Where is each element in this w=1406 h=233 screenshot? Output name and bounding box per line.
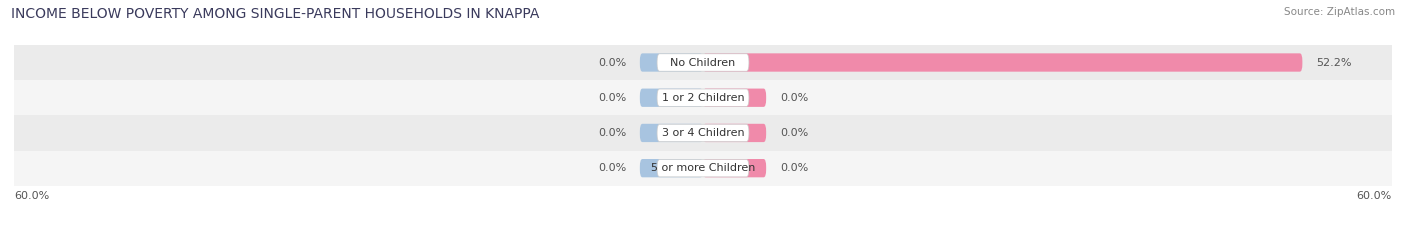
Bar	[14, 80, 1392, 115]
Text: 5 or more Children: 5 or more Children	[651, 163, 755, 173]
Text: 0.0%: 0.0%	[598, 128, 626, 138]
FancyBboxPatch shape	[640, 159, 703, 177]
FancyBboxPatch shape	[703, 89, 766, 107]
FancyBboxPatch shape	[657, 159, 749, 177]
FancyBboxPatch shape	[657, 54, 749, 71]
FancyBboxPatch shape	[703, 124, 766, 142]
Text: INCOME BELOW POVERTY AMONG SINGLE-PARENT HOUSEHOLDS IN KNAPPA: INCOME BELOW POVERTY AMONG SINGLE-PARENT…	[11, 7, 540, 21]
FancyBboxPatch shape	[640, 53, 703, 72]
FancyBboxPatch shape	[657, 89, 749, 106]
Text: 0.0%: 0.0%	[780, 163, 808, 173]
Text: 3 or 4 Children: 3 or 4 Children	[662, 128, 744, 138]
Text: Source: ZipAtlas.com: Source: ZipAtlas.com	[1284, 7, 1395, 17]
Bar	[14, 151, 1392, 186]
Text: 0.0%: 0.0%	[598, 58, 626, 68]
Text: 60.0%: 60.0%	[1357, 191, 1392, 201]
Text: No Children: No Children	[671, 58, 735, 68]
Text: 1 or 2 Children: 1 or 2 Children	[662, 93, 744, 103]
Text: 0.0%: 0.0%	[780, 93, 808, 103]
FancyBboxPatch shape	[640, 89, 703, 107]
FancyBboxPatch shape	[703, 53, 1302, 72]
Bar	[14, 115, 1392, 151]
Bar	[14, 45, 1392, 80]
FancyBboxPatch shape	[640, 124, 703, 142]
Text: 0.0%: 0.0%	[780, 128, 808, 138]
Text: 52.2%: 52.2%	[1316, 58, 1351, 68]
Text: 0.0%: 0.0%	[598, 163, 626, 173]
FancyBboxPatch shape	[657, 124, 749, 142]
FancyBboxPatch shape	[703, 159, 766, 177]
Text: 0.0%: 0.0%	[598, 93, 626, 103]
Text: 60.0%: 60.0%	[14, 191, 49, 201]
